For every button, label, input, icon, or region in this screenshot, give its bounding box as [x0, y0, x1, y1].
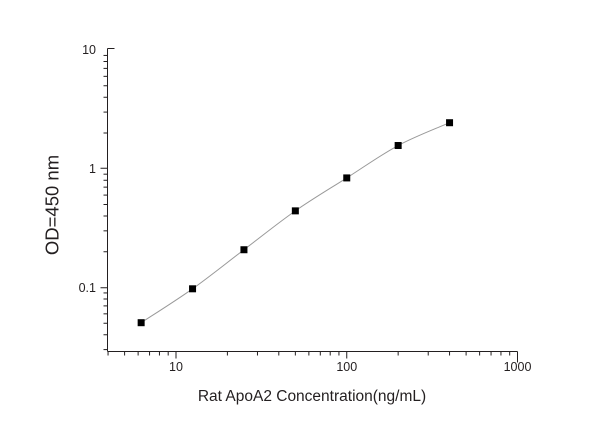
svg-text:OD=450 nm: OD=450 nm	[42, 155, 63, 255]
svg-text:Rat ApoA2 Concentration(ng/mL: Rat ApoA2 Concentration(ng/mL)	[198, 388, 426, 405]
svg-text:100: 100	[336, 360, 357, 374]
svg-text:1000: 1000	[504, 360, 532, 374]
svg-text:1: 1	[89, 162, 96, 176]
svg-text:10: 10	[169, 360, 183, 374]
svg-text:0.1: 0.1	[79, 281, 96, 295]
svg-text:10: 10	[82, 43, 96, 57]
